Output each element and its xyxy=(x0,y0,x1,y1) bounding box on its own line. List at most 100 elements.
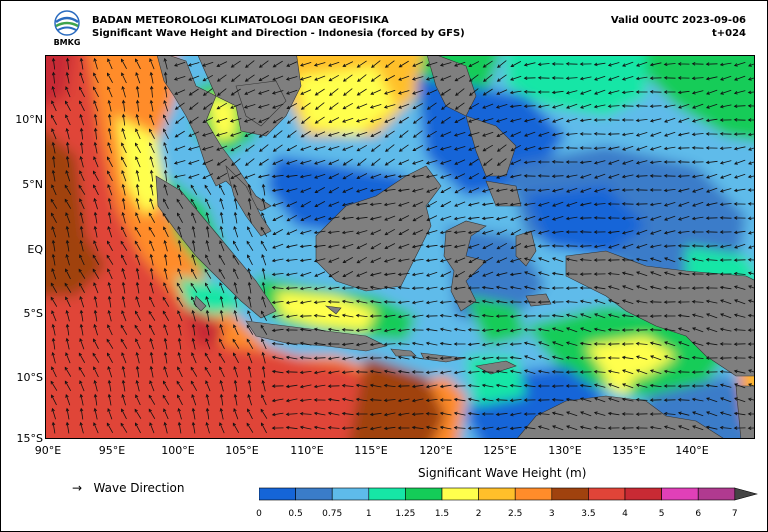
wave-direction-arrow xyxy=(537,160,550,164)
wave-direction-arrow xyxy=(495,356,508,360)
wave-direction-arrow xyxy=(149,365,154,378)
wave-direction-arrow xyxy=(271,103,284,109)
wave-direction-arrow xyxy=(635,355,648,360)
wave-direction-arrow xyxy=(121,113,126,126)
wave-direction-arrow xyxy=(51,85,56,98)
wave-direction-arrow xyxy=(202,102,213,110)
wave-direction-arrow xyxy=(523,174,536,178)
wave-direction-arrow xyxy=(121,408,127,420)
wave-direction-arrow xyxy=(191,296,197,308)
wave-direction-arrow xyxy=(691,397,704,402)
wave-direction-arrow xyxy=(201,146,214,151)
wave-direction-arrow xyxy=(285,76,298,81)
wave-direction-arrow xyxy=(148,212,156,223)
wave-direction-arrow xyxy=(481,356,494,361)
wave-direction-arrow xyxy=(341,132,354,137)
wave-direction-arrow xyxy=(733,230,746,235)
wave-direction-arrow xyxy=(537,327,550,332)
wave-direction-arrow xyxy=(467,328,480,332)
wave-direction-arrow xyxy=(216,145,228,151)
wave-direction-arrow xyxy=(607,411,620,416)
wave-direction-arrow xyxy=(649,62,662,67)
wave-direction-arrow xyxy=(482,144,494,152)
wave-direction-arrow xyxy=(663,271,676,276)
wave-direction-arrow xyxy=(92,352,100,363)
wave-direction-arrow xyxy=(649,257,662,262)
wave-direction-arrow xyxy=(691,118,704,123)
wave-direction-arrow xyxy=(397,355,410,360)
wave-direction-arrow xyxy=(551,216,564,221)
wave-direction-arrow xyxy=(149,155,154,168)
wave-direction-arrow xyxy=(636,243,648,249)
wave-direction-arrow xyxy=(329,88,339,96)
wave-direction-arrow xyxy=(271,188,284,193)
wave-direction-arrow xyxy=(496,242,507,250)
wave-direction-arrow xyxy=(454,173,466,179)
wave-direction-arrow xyxy=(51,239,56,252)
wave-direction-arrow xyxy=(733,202,746,206)
arrow-icon: → xyxy=(72,481,83,495)
wave-direction-arrow xyxy=(482,131,494,137)
wave-direction-arrow xyxy=(747,355,754,360)
wave-direction-arrow xyxy=(524,131,536,137)
wave-direction-arrow xyxy=(594,75,606,81)
wave-direction-arrow xyxy=(481,299,494,304)
wave-direction-arrow xyxy=(230,173,242,179)
wave-direction-arrow xyxy=(481,342,494,347)
colorbar-extend-arrow xyxy=(734,487,758,501)
wave-direction-arrow xyxy=(412,130,423,138)
wave-direction-arrow xyxy=(327,342,340,346)
wave-direction-arrow xyxy=(272,243,284,249)
wave-direction-arrow xyxy=(191,421,196,434)
wave-direction-arrow xyxy=(50,296,58,307)
wave-direction-arrow xyxy=(260,240,268,251)
wave-direction-arrow xyxy=(565,272,578,276)
colorbar-cell xyxy=(368,487,406,501)
wave-direction-arrow xyxy=(678,425,690,431)
wave-direction-arrow xyxy=(299,160,312,165)
wave-direction-arrow xyxy=(315,102,325,110)
wave-direction-arrow xyxy=(149,85,154,98)
wave-direction-arrow xyxy=(551,132,564,137)
wave-direction-arrow xyxy=(173,160,186,165)
wave-direction-arrow xyxy=(341,230,354,235)
wave-direction-arrow xyxy=(51,212,57,223)
wave-direction-arrow xyxy=(664,215,676,221)
wave-direction-arrow xyxy=(286,214,297,222)
wave-direction-arrow xyxy=(271,369,284,374)
wave-direction-arrow xyxy=(733,75,746,81)
wave-direction-arrow xyxy=(537,285,550,290)
wave-direction-arrow xyxy=(247,295,252,308)
wave-direction-arrow xyxy=(285,258,298,263)
wave-direction-arrow xyxy=(313,313,326,318)
wave-direction-arrow xyxy=(314,131,326,137)
wave-direction-arrow xyxy=(747,132,754,137)
wave-direction-arrow xyxy=(163,155,168,168)
wave-direction-arrow xyxy=(705,383,718,388)
wave-direction-arrow xyxy=(426,102,437,110)
wave-direction-arrow xyxy=(733,216,746,220)
wave-direction-arrow xyxy=(706,103,718,109)
wave-direction-arrow xyxy=(439,398,452,402)
wave-direction-arrow xyxy=(327,327,340,332)
wave-direction-arrow xyxy=(426,130,437,138)
wave-direction-arrow xyxy=(272,144,283,152)
wave-direction-arrow xyxy=(191,225,196,238)
wave-direction-arrow xyxy=(607,146,620,151)
wave-direction-arrow xyxy=(397,384,410,388)
wave-direction-arrow xyxy=(706,397,718,403)
wave-direction-arrow xyxy=(649,341,662,346)
colorbar-tick-label: 1.5 xyxy=(434,509,450,519)
wave-direction-arrow xyxy=(580,89,592,95)
wave-direction-arrow xyxy=(467,313,480,318)
wave-direction-arrow xyxy=(537,314,550,318)
wave-direction-arrow xyxy=(50,282,58,293)
wave-direction-arrow xyxy=(496,257,508,263)
wave-direction-arrow xyxy=(425,425,438,430)
wave-direction-arrow xyxy=(93,393,98,406)
wave-direction-arrow xyxy=(412,214,423,222)
land-masses xyxy=(155,56,754,438)
wave-direction-arrow xyxy=(607,118,620,122)
wave-direction-arrow xyxy=(579,370,592,374)
wave-direction-arrow xyxy=(370,131,382,137)
